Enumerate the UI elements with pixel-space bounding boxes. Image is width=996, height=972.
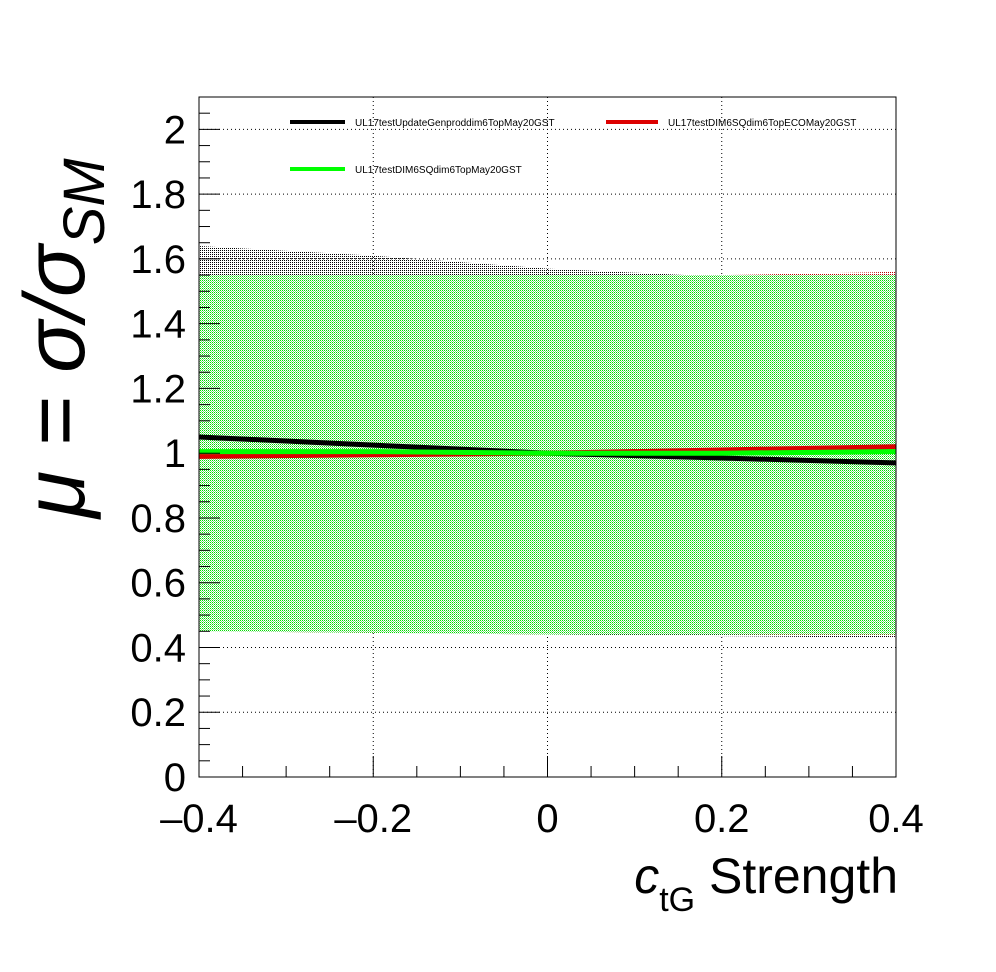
y-tick-label: 1.4	[130, 303, 186, 347]
legend-entry: UL17testDIM6SQdim6TopECOMay20GST	[668, 118, 856, 129]
series-line-3	[199, 449, 897, 456]
y-tick-label: 0.2	[130, 691, 186, 735]
y-tick-label: 0.8	[130, 497, 186, 541]
tick-labels: –0.4 –0.2 0 0.2 0.4 0 0.2 0.4 0.6 0.8 1 1.2 1.4 1.6 1.…	[130, 108, 923, 841]
y-axis-title-subscript: SM	[52, 158, 117, 246]
series-lines	[198, 434, 897, 466]
x-tick-label: 0.2	[694, 797, 750, 841]
x-axis-title-main: c	[634, 848, 659, 904]
y-axis-title-main: μ = σ/σ	[7, 242, 103, 520]
x-tick-label: –0.2	[334, 797, 412, 841]
y-tick-label: 1.2	[130, 367, 186, 411]
x-axis-title-suffix: Strength	[695, 848, 898, 904]
legend-entry: UL17testUpdateGenproddim6TopMay20GST	[355, 118, 555, 129]
y-tick-label: 0	[164, 756, 186, 800]
y-tick-label: 0.6	[130, 562, 186, 606]
x-axis-title-subscript: tG	[659, 881, 695, 919]
legend: UL17testUpdateGenproddim6TopMay20GST UL17…	[290, 118, 856, 176]
y-tick-label: 1	[164, 432, 186, 476]
y-tick-label: 1.6	[130, 238, 186, 282]
legend-entry: UL17testDIM6SQdim6TopMay20GST	[355, 165, 522, 176]
y-tick-label: 2	[164, 108, 186, 152]
x-tick-label: 0	[536, 797, 558, 841]
x-tick-label: 0.4	[868, 797, 924, 841]
axis-ticks	[198, 96, 897, 778]
y-axis-title: μ = σ/σSM	[7, 158, 117, 520]
x-axis-title: ctG Strength	[634, 848, 898, 919]
y-tick-label: 0.4	[130, 626, 186, 670]
x-tick-label: –0.4	[160, 797, 238, 841]
y-tick-label: 1.8	[130, 173, 186, 217]
